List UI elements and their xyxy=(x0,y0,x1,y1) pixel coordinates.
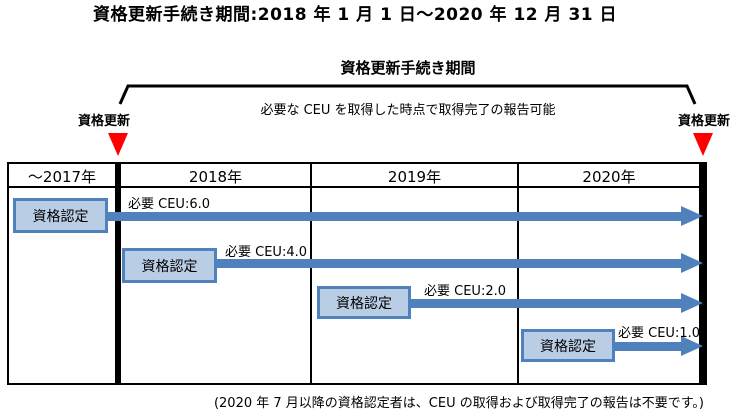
arrow-head-icon xyxy=(681,336,703,356)
year-header-pre2017: ～2017年 xyxy=(27,168,97,186)
timeline-start-divider xyxy=(115,162,121,385)
required-ceu-label: 必要 CEU:4.0 xyxy=(225,245,307,260)
timeline-end-divider xyxy=(699,162,707,385)
table-border-left xyxy=(7,162,9,385)
required-ceu-label: 必要 CEU:1.0 xyxy=(618,326,700,341)
certification-box: 資格認定 xyxy=(521,329,615,362)
renewal-marker-right-label: 資格更新 xyxy=(678,114,731,129)
arrow-head-icon xyxy=(681,253,703,273)
timeline-arrow-bar xyxy=(100,212,681,221)
timeline-arrow-bar xyxy=(404,299,681,308)
certification-box: 資格認定 xyxy=(317,286,411,319)
renewal-period-heading: 資格更新手続き期間 xyxy=(340,59,476,77)
renewal-marker-left-label: 資格更新 xyxy=(78,114,131,129)
table-header-separator xyxy=(7,186,707,188)
certification-box: 資格認定 xyxy=(122,248,217,283)
arrow-head-icon xyxy=(681,206,703,226)
renewal-marker-left-triangle-icon xyxy=(108,133,128,156)
table-border-bottom xyxy=(7,383,707,385)
ceu-report-note: 必要な CEU を取得した時点で取得完了の報告可能 xyxy=(260,103,556,118)
timeline-arrow-bar xyxy=(608,342,681,351)
year-header-2019: 2019年 xyxy=(387,168,442,186)
required-ceu-label: 必要 CEU:6.0 xyxy=(128,197,210,212)
footnote: (2020 年 7 月以降の資格認定者は、CEU の取得および取得完了の報告は不… xyxy=(213,396,704,411)
certification-box: 資格認定 xyxy=(13,198,108,233)
year-divider-2019-2020 xyxy=(517,162,519,385)
year-divider-2018-2019 xyxy=(310,162,312,385)
year-header-2020: 2020年 xyxy=(582,168,636,186)
renewal-marker-right-triangle-icon xyxy=(693,133,713,156)
year-header-2018: 2018年 xyxy=(188,168,243,186)
table-border-top xyxy=(7,162,707,164)
bracket-brace-icon xyxy=(118,84,697,105)
arrow-head-icon xyxy=(681,293,703,313)
diagram-title: 資格更新手続き期間:2018 年 1 月 1 日～2020 年 12 月 31 … xyxy=(92,5,618,25)
timeline-arrow-bar xyxy=(210,259,681,268)
required-ceu-label: 必要 CEU:2.0 xyxy=(424,284,506,299)
